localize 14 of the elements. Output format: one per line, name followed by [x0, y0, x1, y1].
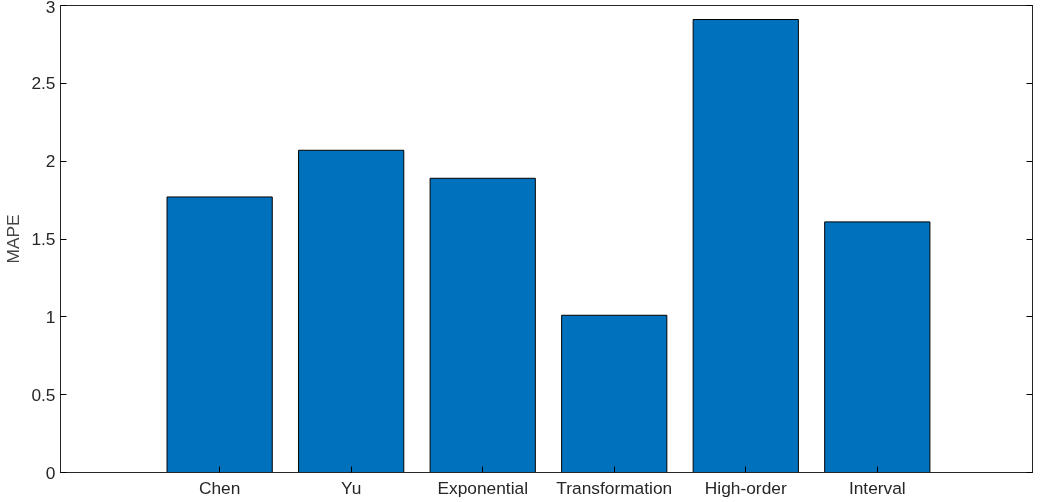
x-tick-label: Chen	[198, 477, 241, 498]
y-tick-label: 2.5	[31, 73, 56, 94]
y-tick-label: 1	[45, 306, 56, 327]
y-tick-label: 1.5	[31, 229, 56, 249]
y-tick-label: 0	[45, 462, 56, 483]
y-tick-label: 3	[45, 0, 56, 17]
y-tick-label: 0.5	[31, 384, 56, 405]
y-axis-title: MAPE	[3, 214, 24, 264]
x-tick-label: Exponential	[437, 477, 528, 498]
x-tick-label: Interval	[848, 477, 906, 498]
y-tick-label: 2	[45, 151, 56, 172]
x-tick-label: Yu	[341, 477, 362, 498]
x-tick-label: High-order	[704, 477, 787, 498]
x-tick-label: Transformation	[556, 477, 673, 498]
